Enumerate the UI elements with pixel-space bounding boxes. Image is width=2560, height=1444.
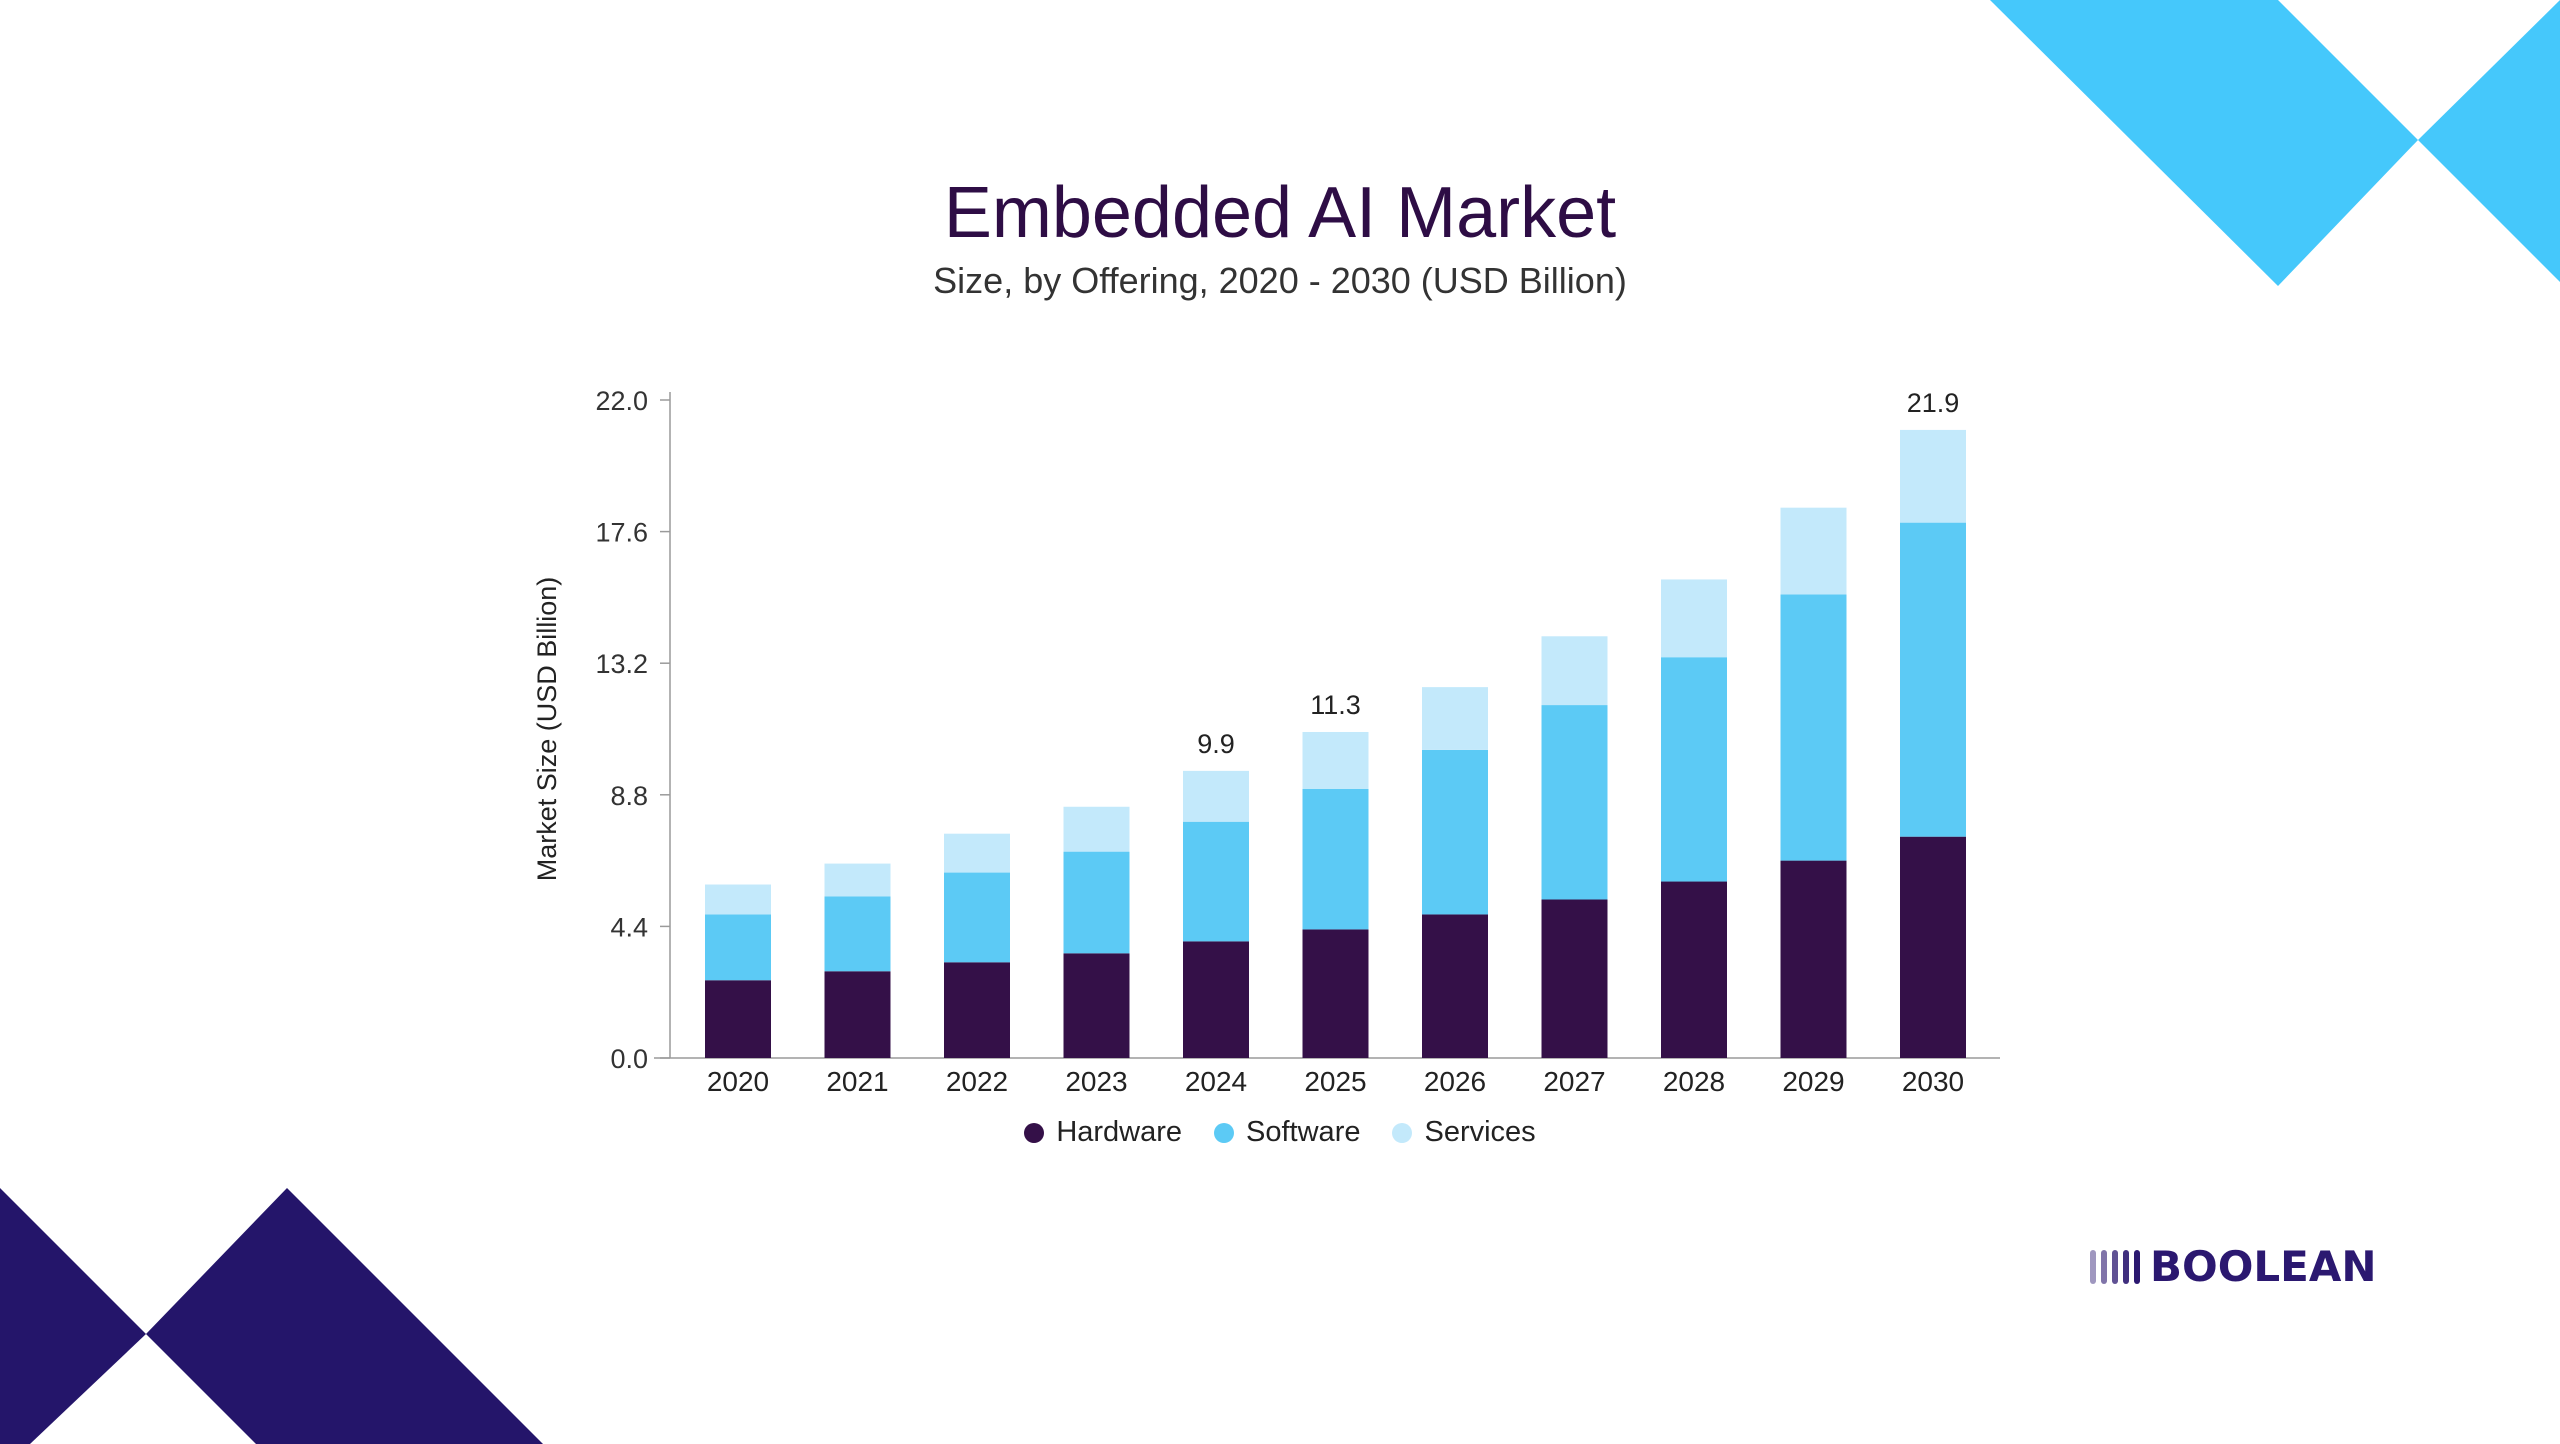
bar-services-2028 (1661, 579, 1727, 658)
x-tick-label-2024: 2024 (1185, 1066, 1247, 1097)
brand-name: BOOLEAN (2150, 1242, 2377, 1291)
bar-software-2022 (944, 872, 1010, 963)
legend-item-services: Services (1392, 1116, 1536, 1149)
bar-hardware-2026 (1422, 914, 1488, 1058)
legend-item-hardware: Hardware (1024, 1116, 1182, 1149)
data-label-2030: 21.9 (1907, 388, 1960, 418)
bar-services-2020 (705, 884, 771, 915)
bar-hardware-2021 (824, 971, 891, 1058)
y-tick-label-0: 0.0 (610, 1044, 648, 1074)
bar-services-2027 (1541, 636, 1608, 706)
bar-hardware-2022 (944, 962, 1010, 1058)
bar-hardware-2027 (1541, 899, 1608, 1058)
bar-services-2023 (1063, 806, 1130, 852)
chart-legend: Hardware Software Services (0, 1116, 2560, 1149)
bar-software-2027 (1541, 705, 1608, 900)
bar-software-2028 (1661, 657, 1727, 882)
legend-label-software: Software (1246, 1116, 1361, 1148)
y-tick-label-3: 13.2 (595, 649, 648, 679)
bar-hardware-2029 (1780, 860, 1847, 1058)
x-tick-label-2026: 2026 (1424, 1066, 1486, 1097)
y-tick-label-2: 8.8 (610, 781, 648, 811)
top-right-triangle-left (1990, 0, 2418, 286)
bottom-left-triangle-right (146, 1188, 543, 1444)
legend-item-software: Software (1214, 1116, 1360, 1149)
chart-axes: 0.0 4.4 8.8 13.2 17.6 22.0 Market Size (USD Bi… (532, 386, 2000, 1074)
bar-services-2021 (824, 863, 891, 897)
chart-bars (705, 429, 1966, 1058)
bar-software-2020 (705, 914, 771, 981)
x-tick-label-2029: 2029 (1782, 1066, 1844, 1097)
y-tick-label-4: 17.6 (595, 518, 648, 548)
bar-services-2029 (1780, 507, 1847, 595)
bar-software-2021 (824, 896, 891, 972)
brand-logo: BOOLEAN (2090, 1242, 2377, 1291)
bar-software-2023 (1063, 851, 1130, 954)
y-tick-label-1: 4.4 (610, 912, 648, 942)
bar-software-2026 (1422, 749, 1488, 915)
bar-services-2025 (1302, 731, 1369, 789)
bar-software-2030 (1900, 522, 1966, 837)
bar-hardware-2030 (1900, 836, 1966, 1058)
legend-dot-software (1214, 1122, 1235, 1143)
bar-hardware-2025 (1302, 929, 1369, 1058)
x-tick-label-2021: 2021 (826, 1066, 888, 1097)
top-right-triangle-right (2418, 0, 2560, 282)
page-title: Embedded AI Market (943, 173, 1617, 253)
chart-labels: 2020 2021 2022 2023 2024 2025 2026 2027 2028 2029… (707, 388, 1964, 1097)
data-label-2025: 11.3 (1310, 690, 1361, 720)
x-tick-label-2020: 2020 (707, 1066, 769, 1097)
x-tick-label-2028: 2028 (1663, 1066, 1725, 1097)
bar-services-2026 (1422, 687, 1488, 750)
bar-hardware-2028 (1661, 881, 1727, 1058)
bar-software-2024 (1183, 821, 1249, 942)
legend-dot-hardware (1024, 1122, 1045, 1143)
bar-services-2024 (1183, 770, 1249, 822)
data-label-2024: 9.9 (1197, 729, 1235, 759)
legend-label-hardware: Hardware (1056, 1116, 1183, 1148)
page-subtitle: Size, by Offering, 2020 - 2030 (USD Bill… (933, 260, 1627, 301)
bar-services-2022 (944, 833, 1010, 873)
bars-icon (2090, 1249, 2140, 1284)
bar-services-2030 (1900, 429, 1966, 523)
bar-hardware-2024 (1183, 941, 1249, 1058)
x-tick-label-2025: 2025 (1304, 1066, 1366, 1097)
y-axis-label: Market Size (USD Billion) (532, 577, 562, 882)
bar-hardware-2023 (1063, 953, 1130, 1058)
bar-software-2029 (1780, 594, 1847, 861)
x-tick-label-2022: 2022 (946, 1066, 1008, 1097)
x-tick-label-2027: 2027 (1543, 1066, 1605, 1097)
legend-dot-services (1392, 1122, 1413, 1143)
y-tick-label-5: 22.0 (595, 386, 648, 416)
x-tick-label-2023: 2023 (1065, 1066, 1127, 1097)
bottom-left-triangle-left (0, 1188, 146, 1444)
legend-label-services: Services (1424, 1116, 1536, 1148)
x-tick-label-2030: 2030 (1902, 1066, 1964, 1097)
bar-software-2025 (1302, 788, 1369, 930)
bar-hardware-2020 (705, 980, 771, 1058)
